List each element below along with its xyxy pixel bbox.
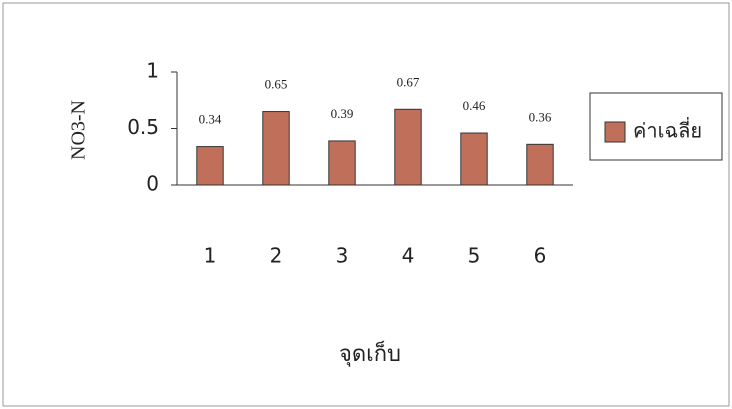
x-tick-label: 6 — [534, 244, 547, 268]
bar — [328, 140, 356, 186]
value-label: 0.36 — [529, 109, 552, 124]
y-tick-label: 1 — [146, 59, 159, 83]
y-axis-label: NO3-N — [68, 100, 90, 160]
x-tick-label: 5 — [468, 244, 481, 268]
bar — [196, 146, 224, 186]
bar — [526, 143, 554, 186]
value-label: 0.65 — [265, 77, 288, 92]
x-tick-label: 1 — [204, 244, 217, 268]
x-tick-label: 3 — [336, 244, 349, 268]
bar — [394, 108, 422, 186]
legend-swatch — [604, 121, 626, 143]
y-tick-label: 0.5 — [127, 115, 159, 139]
value-label: 0.67 — [397, 74, 420, 89]
x-tick-label: 2 — [270, 244, 283, 268]
value-label: 0.34 — [199, 112, 222, 127]
value-label: 0.46 — [463, 98, 486, 113]
y-tick-label: 0 — [146, 172, 159, 196]
value-label: 0.39 — [331, 106, 354, 121]
bar — [262, 111, 290, 186]
x-axis-label: จุดเก็บ — [339, 339, 401, 367]
legend-label: ค่าเฉลี่ย — [633, 117, 702, 143]
x-tick-label: 4 — [402, 244, 415, 268]
bar — [460, 132, 488, 186]
